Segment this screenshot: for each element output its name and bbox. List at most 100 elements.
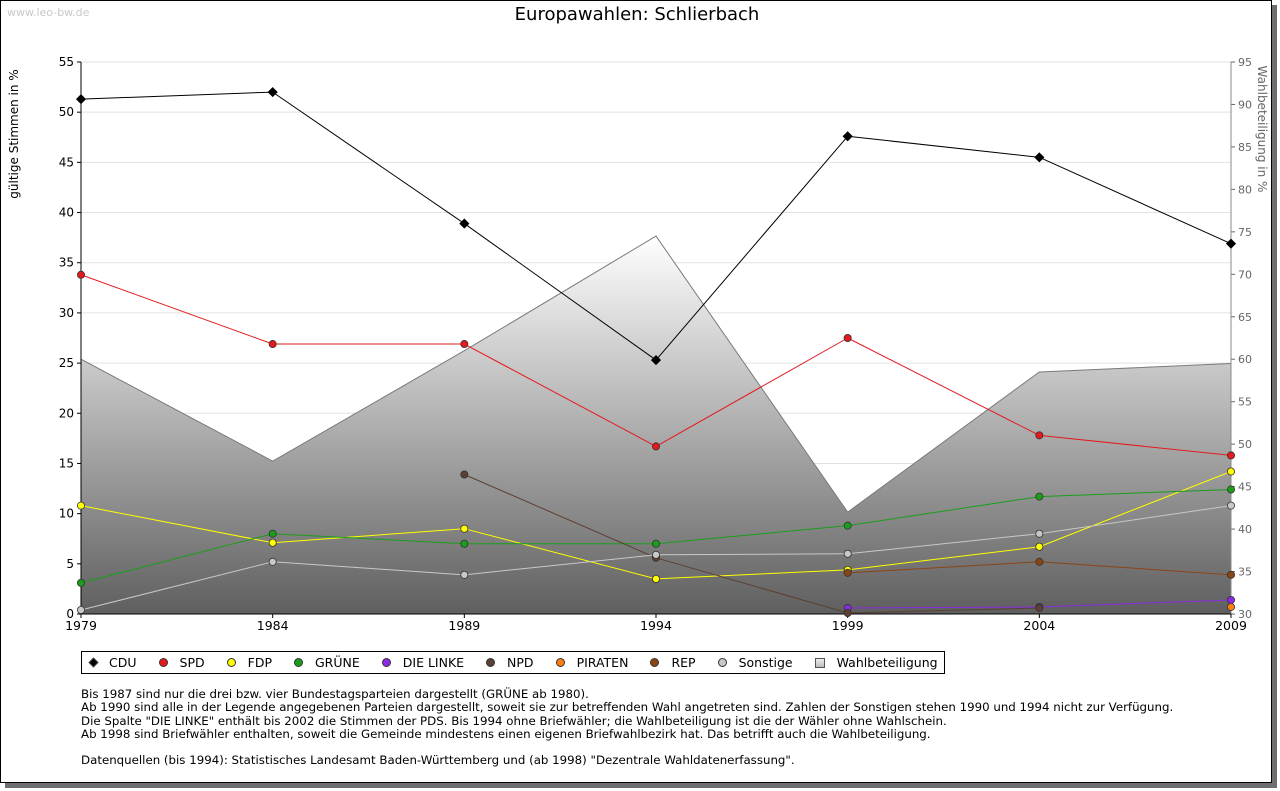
point-grüne: [1227, 485, 1236, 494]
watermark: www.leo-bw.de: [7, 6, 90, 19]
series-line-cdu: [655, 135, 849, 361]
point-cdu: [459, 218, 470, 229]
y-tick-label: 35: [59, 256, 74, 270]
series-line-spd: [1039, 434, 1232, 456]
series-line-fdp: [272, 528, 465, 544]
y2-tick-label: 65: [1238, 311, 1252, 324]
series-line-sonstige: [464, 554, 657, 576]
point-npd: [460, 470, 469, 479]
series-line-cdu: [464, 223, 657, 361]
point-sonstige: [1227, 501, 1236, 510]
point-rep: [843, 568, 852, 577]
chart-title: Europawahlen: Schlierbach: [514, 4, 760, 25]
x-tick-label: 1984: [257, 618, 289, 633]
series-line-grüne: [272, 533, 465, 545]
legend-item-sonstige: Sonstige: [717, 655, 793, 670]
notes: Bis 1987 sind nur die drei bzw. vier Bun…: [81, 687, 1173, 741]
legend-marker: [293, 658, 303, 667]
legend-item-cdu: CDU: [88, 655, 137, 670]
legend-item-spd: SPD: [158, 655, 205, 670]
point-sonstige: [460, 570, 469, 579]
point-grüne: [1035, 492, 1044, 501]
y2-axis-label: Wahlbeteiligung in %: [1255, 66, 1269, 193]
y2-tick-label: 80: [1238, 183, 1252, 196]
point-grüne: [268, 529, 277, 538]
point-sonstige: [77, 605, 86, 614]
x-tick-label: 2009: [1215, 618, 1247, 633]
note-line: Ab 1998 sind Briefwähler enthalten, sowe…: [81, 726, 931, 741]
legend-item-rep: REP: [650, 655, 696, 670]
legend-label: GRÜNE: [314, 655, 360, 670]
legend-item-fdp: FDP: [226, 655, 272, 670]
y2-tick-label: 30: [1238, 608, 1252, 621]
point-fdp: [652, 574, 661, 583]
y-tick-label: 50: [59, 105, 74, 119]
legend-item-npd: NPD: [486, 655, 534, 670]
series-line-fdp: [847, 546, 1040, 571]
y2-tick-label: 95: [1238, 56, 1252, 69]
point-fdp: [460, 524, 469, 533]
legend-item-grüne: GRÜNE: [293, 655, 360, 670]
series-line-spd: [655, 337, 848, 447]
point-cdu: [267, 87, 278, 98]
x-tick-label: 1989: [448, 618, 480, 633]
legend-item-wahlbeteiligung: Wahlbeteiligung: [814, 655, 938, 670]
x-tick-label: 2004: [1023, 618, 1055, 633]
y2-tick-label: 55: [1238, 396, 1252, 409]
legend-marker: [88, 657, 99, 668]
legend-item-piraten: PIRATEN: [555, 655, 628, 670]
y2-tick-label: 60: [1238, 353, 1252, 366]
series-line-sonstige: [80, 561, 273, 611]
series-line-npd: [464, 474, 657, 559]
legend-marker: [226, 658, 236, 667]
series-line-grüne: [80, 533, 273, 584]
legend-marker: [555, 658, 565, 667]
point-sonstige: [268, 557, 277, 566]
y-tick-label: 0: [66, 607, 74, 621]
series-line-cdu: [847, 135, 1040, 158]
x-tick-label: 1979: [65, 618, 97, 633]
point-piraten: [1227, 602, 1236, 611]
legend-marker: [486, 658, 496, 667]
series-line-sonstige: [1039, 505, 1232, 535]
y2-tick-label: 35: [1238, 566, 1252, 579]
point-spd: [268, 340, 277, 349]
legend-marker: [717, 658, 727, 667]
point-fdp: [1035, 542, 1044, 551]
series-line-npd: [655, 557, 848, 614]
y2-tick-label: 90: [1238, 98, 1252, 111]
legend-marker: [814, 657, 825, 668]
point-grüne: [77, 578, 86, 587]
series-line-die-linke: [847, 606, 1040, 609]
y2-tick-label: 85: [1238, 141, 1252, 154]
point-npd: [1035, 603, 1044, 612]
y-tick-label: 55: [59, 55, 74, 69]
legend-label: REP: [671, 655, 696, 670]
legend-label: Sonstige: [738, 655, 793, 670]
point-spd: [652, 442, 661, 451]
series-line-sonstige: [655, 553, 848, 556]
legend: CDU SPD FDP GRÜNE DIE LINKE NPD PIRATEN REP Sons…: [81, 651, 945, 674]
data-source-note: Datenquellen (bis 1994): Statistisches L…: [81, 753, 795, 767]
legend-label: FDP: [247, 655, 272, 670]
turnout-area: [81, 236, 1231, 615]
x-tick-label: 1999: [832, 618, 864, 633]
series-line-rep: [1039, 561, 1232, 576]
series-line-fdp: [655, 569, 848, 580]
series-line-die-linke: [1039, 599, 1232, 608]
series-line-sonstige: [847, 533, 1040, 555]
series-line-fdp: [464, 528, 657, 580]
y-tick-label: 45: [59, 155, 74, 169]
y-tick-label: 15: [59, 456, 74, 470]
point-spd: [1035, 431, 1044, 440]
legend-label: SPD: [179, 655, 205, 670]
chart-area: 0 5 10 15 20 25 30 35 40 45 50 55 30 35 40 45 50 55 60 65 70…: [7, 55, 1269, 633]
point-die-linke: [1227, 595, 1236, 604]
series-line-cdu: [1039, 156, 1232, 245]
series-line-rep: [847, 561, 1040, 574]
legend-label: CDU: [109, 655, 137, 670]
x-tick-label: 1994: [640, 618, 672, 633]
y-tick-label: 40: [59, 206, 74, 220]
y2-tick-label: 40: [1238, 523, 1252, 536]
series-line-cdu: [272, 91, 465, 224]
